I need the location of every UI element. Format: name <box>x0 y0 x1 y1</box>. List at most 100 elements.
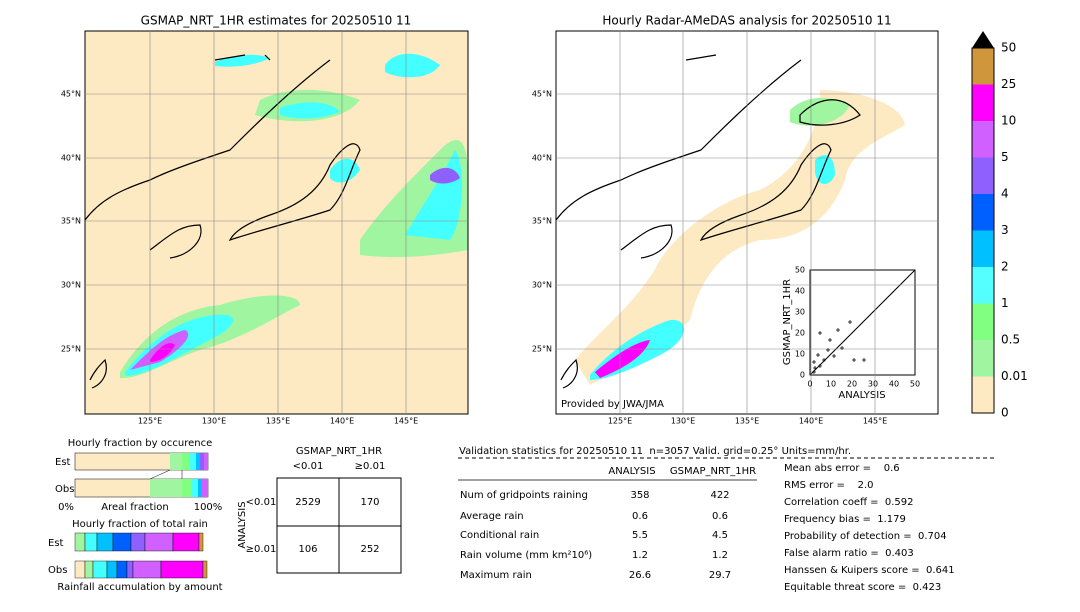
colorbar-extend <box>972 31 994 48</box>
colorbar-label: 0.01 <box>1001 369 1028 383</box>
inset-y-tick: 20 <box>795 329 805 338</box>
score: Frequency bias = 1.179 <box>784 514 906 525</box>
validation-value: 0.6 <box>632 511 648 522</box>
colorbar-segment <box>972 303 994 340</box>
lon-label: 140°E <box>330 417 354 426</box>
total-rain-footer: Rainfall accumulation by amount <box>57 582 222 593</box>
inset-ylabel: GSMAP_NRT_1HR <box>782 279 793 365</box>
colorbar-label: 10 <box>1001 114 1016 128</box>
lon-label: 125°E <box>608 417 632 426</box>
validation-value: 0.6 <box>712 511 728 522</box>
score: Mean abs error = 0.6 <box>784 463 900 474</box>
colorbar-segment <box>972 376 994 413</box>
lon-label: 135°E <box>735 417 759 426</box>
contingency-row-label: ≥0.01 <box>246 544 277 555</box>
colorbar-segment <box>972 48 994 85</box>
inset-points <box>812 320 866 374</box>
validation-value: 1.2 <box>712 550 728 561</box>
validation-label: Maximum rain <box>460 570 532 581</box>
lon-label: 145°E <box>394 417 418 426</box>
right-rain <box>575 90 905 385</box>
score: Probability of detection = 0.704 <box>784 531 947 542</box>
lon-label: 125°E <box>138 417 162 426</box>
lat-label: 35°N <box>61 217 81 226</box>
lon-label: 140°E <box>799 417 823 426</box>
inset-x-tick: 40 <box>889 380 899 389</box>
total-rain-row: Est <box>48 538 64 549</box>
validation-label: Num of gridpoints raining <box>460 490 588 501</box>
occurrence-row: Obs <box>55 484 74 495</box>
total-rain-row: Obs <box>48 565 67 576</box>
lon-label: 130°E <box>202 417 226 426</box>
left-map-frame <box>84 30 469 415</box>
occurrence-axis: Areal fraction <box>101 502 168 513</box>
left-rain <box>120 53 468 379</box>
inset-x-tick: 30 <box>868 380 878 389</box>
lat-label: 40°N <box>61 154 81 163</box>
colorbar-label: 1 <box>1001 296 1009 310</box>
left-map-title: GSMAP_NRT_1HR estimates for 20250510 11 <box>141 14 412 28</box>
score: RMS error = 2.0 <box>784 480 874 491</box>
occurrence-row: Est <box>55 457 71 468</box>
inset-y-tick: 30 <box>795 308 805 317</box>
lon-label: 130°E <box>671 417 695 426</box>
total-rain-title: Hourly fraction of total rain <box>72 519 208 530</box>
inset-y-tick: 40 <box>795 287 805 296</box>
lat-label: 45°N <box>532 90 552 99</box>
colorbar-segment <box>972 84 994 121</box>
contingency-cell: 170 <box>360 497 379 508</box>
validation-column: GSMAP_NRT_1HR <box>670 466 756 477</box>
total-rain-bars <box>74 532 208 579</box>
validation-value: 26.6 <box>629 570 651 581</box>
score: Equitable threat score = 0.423 <box>784 582 941 593</box>
lat-label: 45°N <box>61 90 81 99</box>
contingency-col: ≥0.01 <box>355 461 386 472</box>
lat-label: 25°N <box>61 345 81 354</box>
coastlines <box>84 54 861 389</box>
colorbar-segment <box>972 340 994 377</box>
inset-y-tick: 0 <box>800 371 805 380</box>
credit: Provided by JWA/JMA <box>561 399 664 410</box>
inset-x-tick: 50 <box>910 380 920 389</box>
lon-label: 145°E <box>863 417 887 426</box>
lat-label: 30°N <box>532 281 552 290</box>
contingency-row-label: <0.01 <box>246 497 277 508</box>
validation-label: Conditional rain <box>460 530 539 541</box>
contingency-cell: 106 <box>298 544 317 555</box>
contingency-side: ANALYSIS <box>237 501 248 548</box>
colorbar-segment <box>972 230 994 267</box>
colorbar-label: 3 <box>1001 223 1009 237</box>
validation-column: ANALYSIS <box>608 466 655 477</box>
colorbar-label: 25 <box>1001 77 1016 91</box>
occurrence-axis: 100% <box>194 502 223 513</box>
occurrence-axis: 0% <box>58 502 74 513</box>
inset-x-tick: 0 <box>807 380 812 389</box>
inset-x-tick: 10 <box>826 380 836 389</box>
colorbar-segment <box>972 157 994 194</box>
colorbar-frame <box>971 47 995 414</box>
colorbar-label: 0 <box>1001 406 1009 420</box>
inset-y-tick: 50 <box>795 266 805 275</box>
colorbar-segment <box>972 267 994 304</box>
colorbar-segment <box>972 194 994 231</box>
validation-value: 5.5 <box>632 530 648 541</box>
colorbar-label: 2 <box>1001 260 1009 274</box>
validation-value: 1.2 <box>632 550 648 561</box>
validation-value: 358 <box>630 490 649 501</box>
colorbar-label: 0.5 <box>1001 333 1020 347</box>
lat-label: 30°N <box>61 281 81 290</box>
occurrence-title: Hourly fraction by occurence <box>68 438 212 449</box>
validation-value: 422 <box>710 490 729 501</box>
inset-x-tick: 20 <box>847 380 857 389</box>
occurrence-bars <box>74 452 209 498</box>
contingency-col: <0.01 <box>293 461 324 472</box>
lat-label: 35°N <box>532 217 552 226</box>
contingency-lines <box>277 478 401 573</box>
contingency-cell: 2529 <box>295 497 320 508</box>
lat-label: 40°N <box>532 154 552 163</box>
validation-header: Validation statistics for 20250510 11 n=… <box>459 446 851 457</box>
validation-label: Average rain <box>460 511 524 522</box>
colorbar-label: 50 <box>1001 41 1016 55</box>
lon-label: 135°E <box>266 417 290 426</box>
